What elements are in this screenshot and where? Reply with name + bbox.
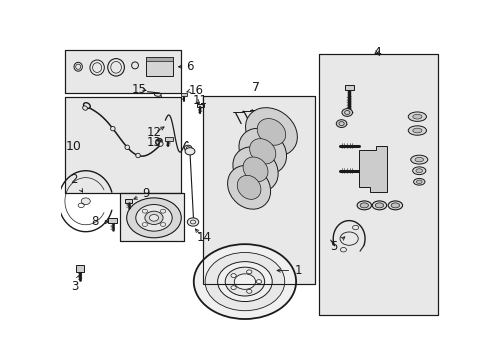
Circle shape xyxy=(184,148,195,155)
Circle shape xyxy=(230,286,236,289)
Circle shape xyxy=(336,120,346,127)
Circle shape xyxy=(149,215,158,221)
Bar xyxy=(146,57,173,76)
Ellipse shape xyxy=(416,180,421,184)
Circle shape xyxy=(160,209,165,213)
Ellipse shape xyxy=(83,103,90,108)
Bar xyxy=(124,199,132,203)
Text: 10: 10 xyxy=(66,140,82,153)
Circle shape xyxy=(256,280,261,284)
Circle shape xyxy=(126,198,181,238)
Bar xyxy=(146,57,173,61)
Text: 15: 15 xyxy=(131,83,146,96)
Bar xyxy=(65,50,180,93)
Bar xyxy=(65,97,180,193)
Ellipse shape xyxy=(410,155,427,164)
Text: 12: 12 xyxy=(146,126,161,139)
Circle shape xyxy=(142,222,147,226)
Ellipse shape xyxy=(249,139,275,164)
Bar xyxy=(65,97,180,193)
Ellipse shape xyxy=(413,179,424,185)
Ellipse shape xyxy=(154,93,161,96)
Ellipse shape xyxy=(359,203,368,208)
Ellipse shape xyxy=(356,201,371,210)
Circle shape xyxy=(217,262,272,302)
Circle shape xyxy=(339,232,358,245)
Ellipse shape xyxy=(243,157,267,182)
Text: 2: 2 xyxy=(70,172,82,192)
Circle shape xyxy=(246,289,251,293)
Ellipse shape xyxy=(245,108,297,156)
Circle shape xyxy=(205,252,284,311)
Ellipse shape xyxy=(158,142,163,146)
Text: 11: 11 xyxy=(193,94,207,107)
Text: 9: 9 xyxy=(134,187,150,200)
Ellipse shape xyxy=(237,175,261,199)
Circle shape xyxy=(225,267,264,296)
Text: 13: 13 xyxy=(146,136,161,149)
Ellipse shape xyxy=(414,157,423,162)
Bar xyxy=(196,104,203,107)
Bar xyxy=(164,138,172,141)
Ellipse shape xyxy=(239,128,286,174)
Ellipse shape xyxy=(415,169,422,173)
Bar xyxy=(318,54,437,315)
Ellipse shape xyxy=(374,203,383,208)
Bar xyxy=(344,85,353,90)
Bar xyxy=(65,50,180,93)
Circle shape xyxy=(246,270,251,274)
Ellipse shape xyxy=(257,118,285,145)
Text: 16: 16 xyxy=(188,84,203,97)
Ellipse shape xyxy=(390,203,399,208)
Text: 14: 14 xyxy=(196,231,211,244)
Bar xyxy=(318,54,437,315)
Ellipse shape xyxy=(155,139,162,145)
Circle shape xyxy=(144,211,163,225)
Ellipse shape xyxy=(227,166,270,209)
Bar xyxy=(180,93,186,96)
Bar xyxy=(108,219,117,223)
Ellipse shape xyxy=(371,201,386,210)
Circle shape xyxy=(193,244,296,319)
Ellipse shape xyxy=(412,128,421,133)
Ellipse shape xyxy=(407,112,426,121)
Ellipse shape xyxy=(82,106,87,110)
Circle shape xyxy=(230,274,236,278)
Ellipse shape xyxy=(125,145,129,149)
Ellipse shape xyxy=(407,126,426,135)
Ellipse shape xyxy=(110,126,115,131)
Text: 7: 7 xyxy=(252,81,260,94)
Bar xyxy=(203,96,314,284)
Text: 4: 4 xyxy=(373,46,381,59)
Text: 1: 1 xyxy=(277,264,301,277)
Bar xyxy=(120,193,184,242)
Text: 6: 6 xyxy=(178,60,193,73)
Text: 8: 8 xyxy=(91,216,108,229)
Ellipse shape xyxy=(232,147,278,192)
Circle shape xyxy=(187,218,198,226)
Circle shape xyxy=(341,109,352,116)
Ellipse shape xyxy=(387,201,402,210)
Text: 5: 5 xyxy=(329,237,344,253)
Circle shape xyxy=(234,274,255,289)
Circle shape xyxy=(136,204,172,231)
Ellipse shape xyxy=(412,167,425,175)
Polygon shape xyxy=(358,146,386,192)
Bar xyxy=(203,96,314,284)
Circle shape xyxy=(142,209,147,213)
Circle shape xyxy=(184,145,191,151)
Circle shape xyxy=(81,198,90,204)
Text: 3: 3 xyxy=(71,275,80,293)
Ellipse shape xyxy=(136,153,140,158)
Ellipse shape xyxy=(412,114,421,119)
Bar xyxy=(120,193,184,242)
Circle shape xyxy=(160,222,165,226)
Bar xyxy=(76,265,84,272)
